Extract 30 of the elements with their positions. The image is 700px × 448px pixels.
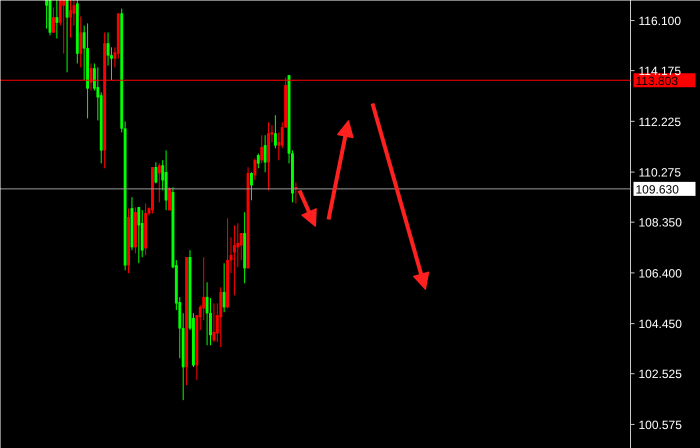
candlestick	[256, 152, 260, 169]
candlestick	[69, 0, 72, 38]
candlestick	[158, 162, 161, 203]
y-tick-label: 104.450	[638, 317, 682, 332]
candlestick	[66, 0, 69, 73]
candlestick	[260, 134, 264, 164]
candlestick	[274, 114, 277, 149]
candlestick	[52, 7, 55, 33]
y-tick-label: 112.225	[638, 114, 682, 129]
candlestick	[253, 158, 256, 181]
y-tick-label: 106.400	[638, 266, 682, 280]
candlestick	[206, 282, 209, 346]
candlestick	[154, 162, 158, 184]
ref-line-label: 109.630	[636, 182, 680, 196]
candlestick	[232, 224, 236, 296]
candlestick	[55, 0, 58, 39]
candlestick	[168, 186, 171, 211]
y-tick-label: 100.575	[638, 418, 682, 432]
y-tick-label: 110.275	[638, 166, 682, 180]
y-tick-label: 102.525	[638, 367, 682, 382]
candlestick	[250, 172, 253, 201]
candlestick	[45, 0, 48, 30]
y-tick-label: 108.350	[638, 216, 682, 230]
candlestick	[62, 0, 66, 54]
candlestick	[137, 206, 140, 264]
y-tick-label: 116.100	[638, 14, 682, 28]
candlestick	[212, 302, 216, 343]
candlestick	[264, 134, 267, 173]
candlestick	[79, 16, 82, 68]
candlestick	[222, 262, 226, 313]
